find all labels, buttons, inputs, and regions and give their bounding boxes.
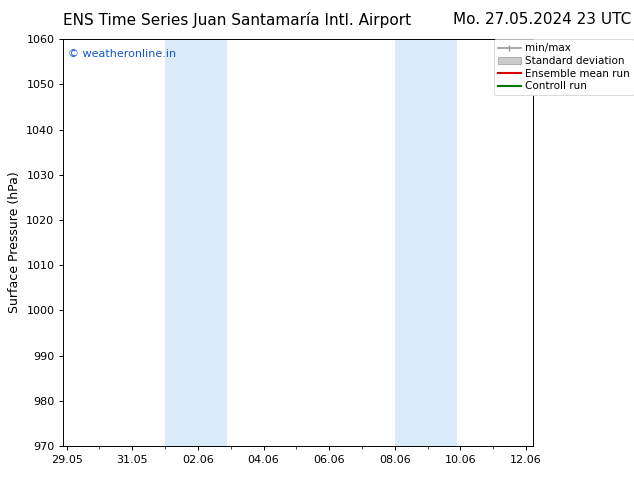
Text: Mo. 27.05.2024 23 UTC: Mo. 27.05.2024 23 UTC — [453, 12, 631, 27]
Bar — [165, 39, 228, 446]
Text: © weatheronline.in: © weatheronline.in — [68, 49, 176, 59]
Bar — [395, 39, 457, 446]
Legend: min/max, Standard deviation, Ensemble mean run, Controll run: min/max, Standard deviation, Ensemble me… — [494, 39, 634, 96]
Text: ENS Time Series Juan Santamaría Intl. Airport: ENS Time Series Juan Santamaría Intl. Ai… — [63, 12, 411, 28]
Y-axis label: Surface Pressure (hPa): Surface Pressure (hPa) — [8, 172, 21, 314]
